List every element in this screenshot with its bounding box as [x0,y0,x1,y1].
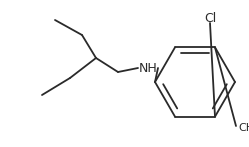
Text: NH: NH [139,61,157,75]
Text: CH₃: CH₃ [238,123,249,133]
Text: Cl: Cl [204,11,216,25]
